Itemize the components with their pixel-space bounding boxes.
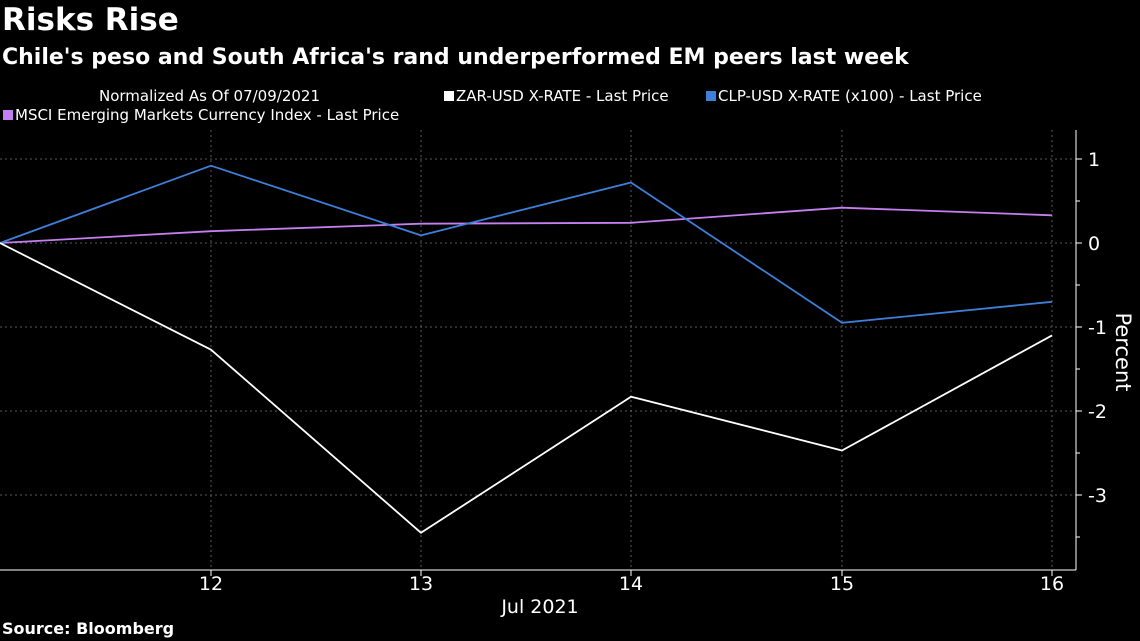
- x-axis-label: Jul 2021: [500, 596, 578, 618]
- y-tick-label: -2: [1088, 401, 1107, 423]
- chart-title: Risks Rise: [2, 2, 179, 38]
- y-tick-labels: 1 0 -1 -2 -3: [1088, 149, 1107, 507]
- legend-label-msci: MSCI Emerging Markets Currency Index - L…: [15, 106, 400, 124]
- right-y-axis: [0, 130, 1082, 576]
- x-tick-label: 14: [619, 573, 643, 595]
- chart-subtitle: Chile's peso and South Africa's rand und…: [2, 45, 909, 70]
- x-tick-label: 16: [1040, 573, 1064, 595]
- legend-label-clp: CLP-USD X-RATE (x100) - Last Price: [718, 87, 982, 105]
- series-line-1: [0, 164, 1053, 324]
- y-tick-label: -1: [1088, 317, 1107, 339]
- y-tick-label: -3: [1088, 485, 1107, 507]
- gridlines: [0, 130, 1076, 570]
- legend-item-clp: CLP-USD X-RATE (x100) - Last Price: [706, 86, 982, 106]
- legend-swatch-msci: [3, 110, 13, 120]
- x-tick-label: 15: [830, 573, 854, 595]
- legend-swatch-clp: [706, 91, 716, 101]
- y-tick-label: 0: [1088, 233, 1100, 255]
- y-tick-label: 1: [1088, 149, 1100, 171]
- legend-label-zar: ZAR-USD X-RATE - Last Price: [456, 87, 669, 105]
- series-lines: [0, 164, 1053, 534]
- series-line-2: [0, 206, 1053, 244]
- legend-swatch-zar: [444, 91, 454, 101]
- x-tick-label: 12: [199, 573, 223, 595]
- series-line-0: [0, 242, 1053, 534]
- x-tick-label: 13: [409, 573, 433, 595]
- source-note: Source: Bloomberg: [2, 619, 175, 638]
- normalized-note: Normalized As Of 07/09/2021: [99, 87, 320, 105]
- legend-item-zar: ZAR-USD X-RATE - Last Price: [444, 86, 669, 106]
- x-tick-labels: 12 13 14 15 16: [199, 573, 1064, 595]
- y-axis-label: Percent: [1111, 312, 1135, 391]
- legend-item-msci: MSCI Emerging Markets Currency Index - L…: [3, 105, 399, 125]
